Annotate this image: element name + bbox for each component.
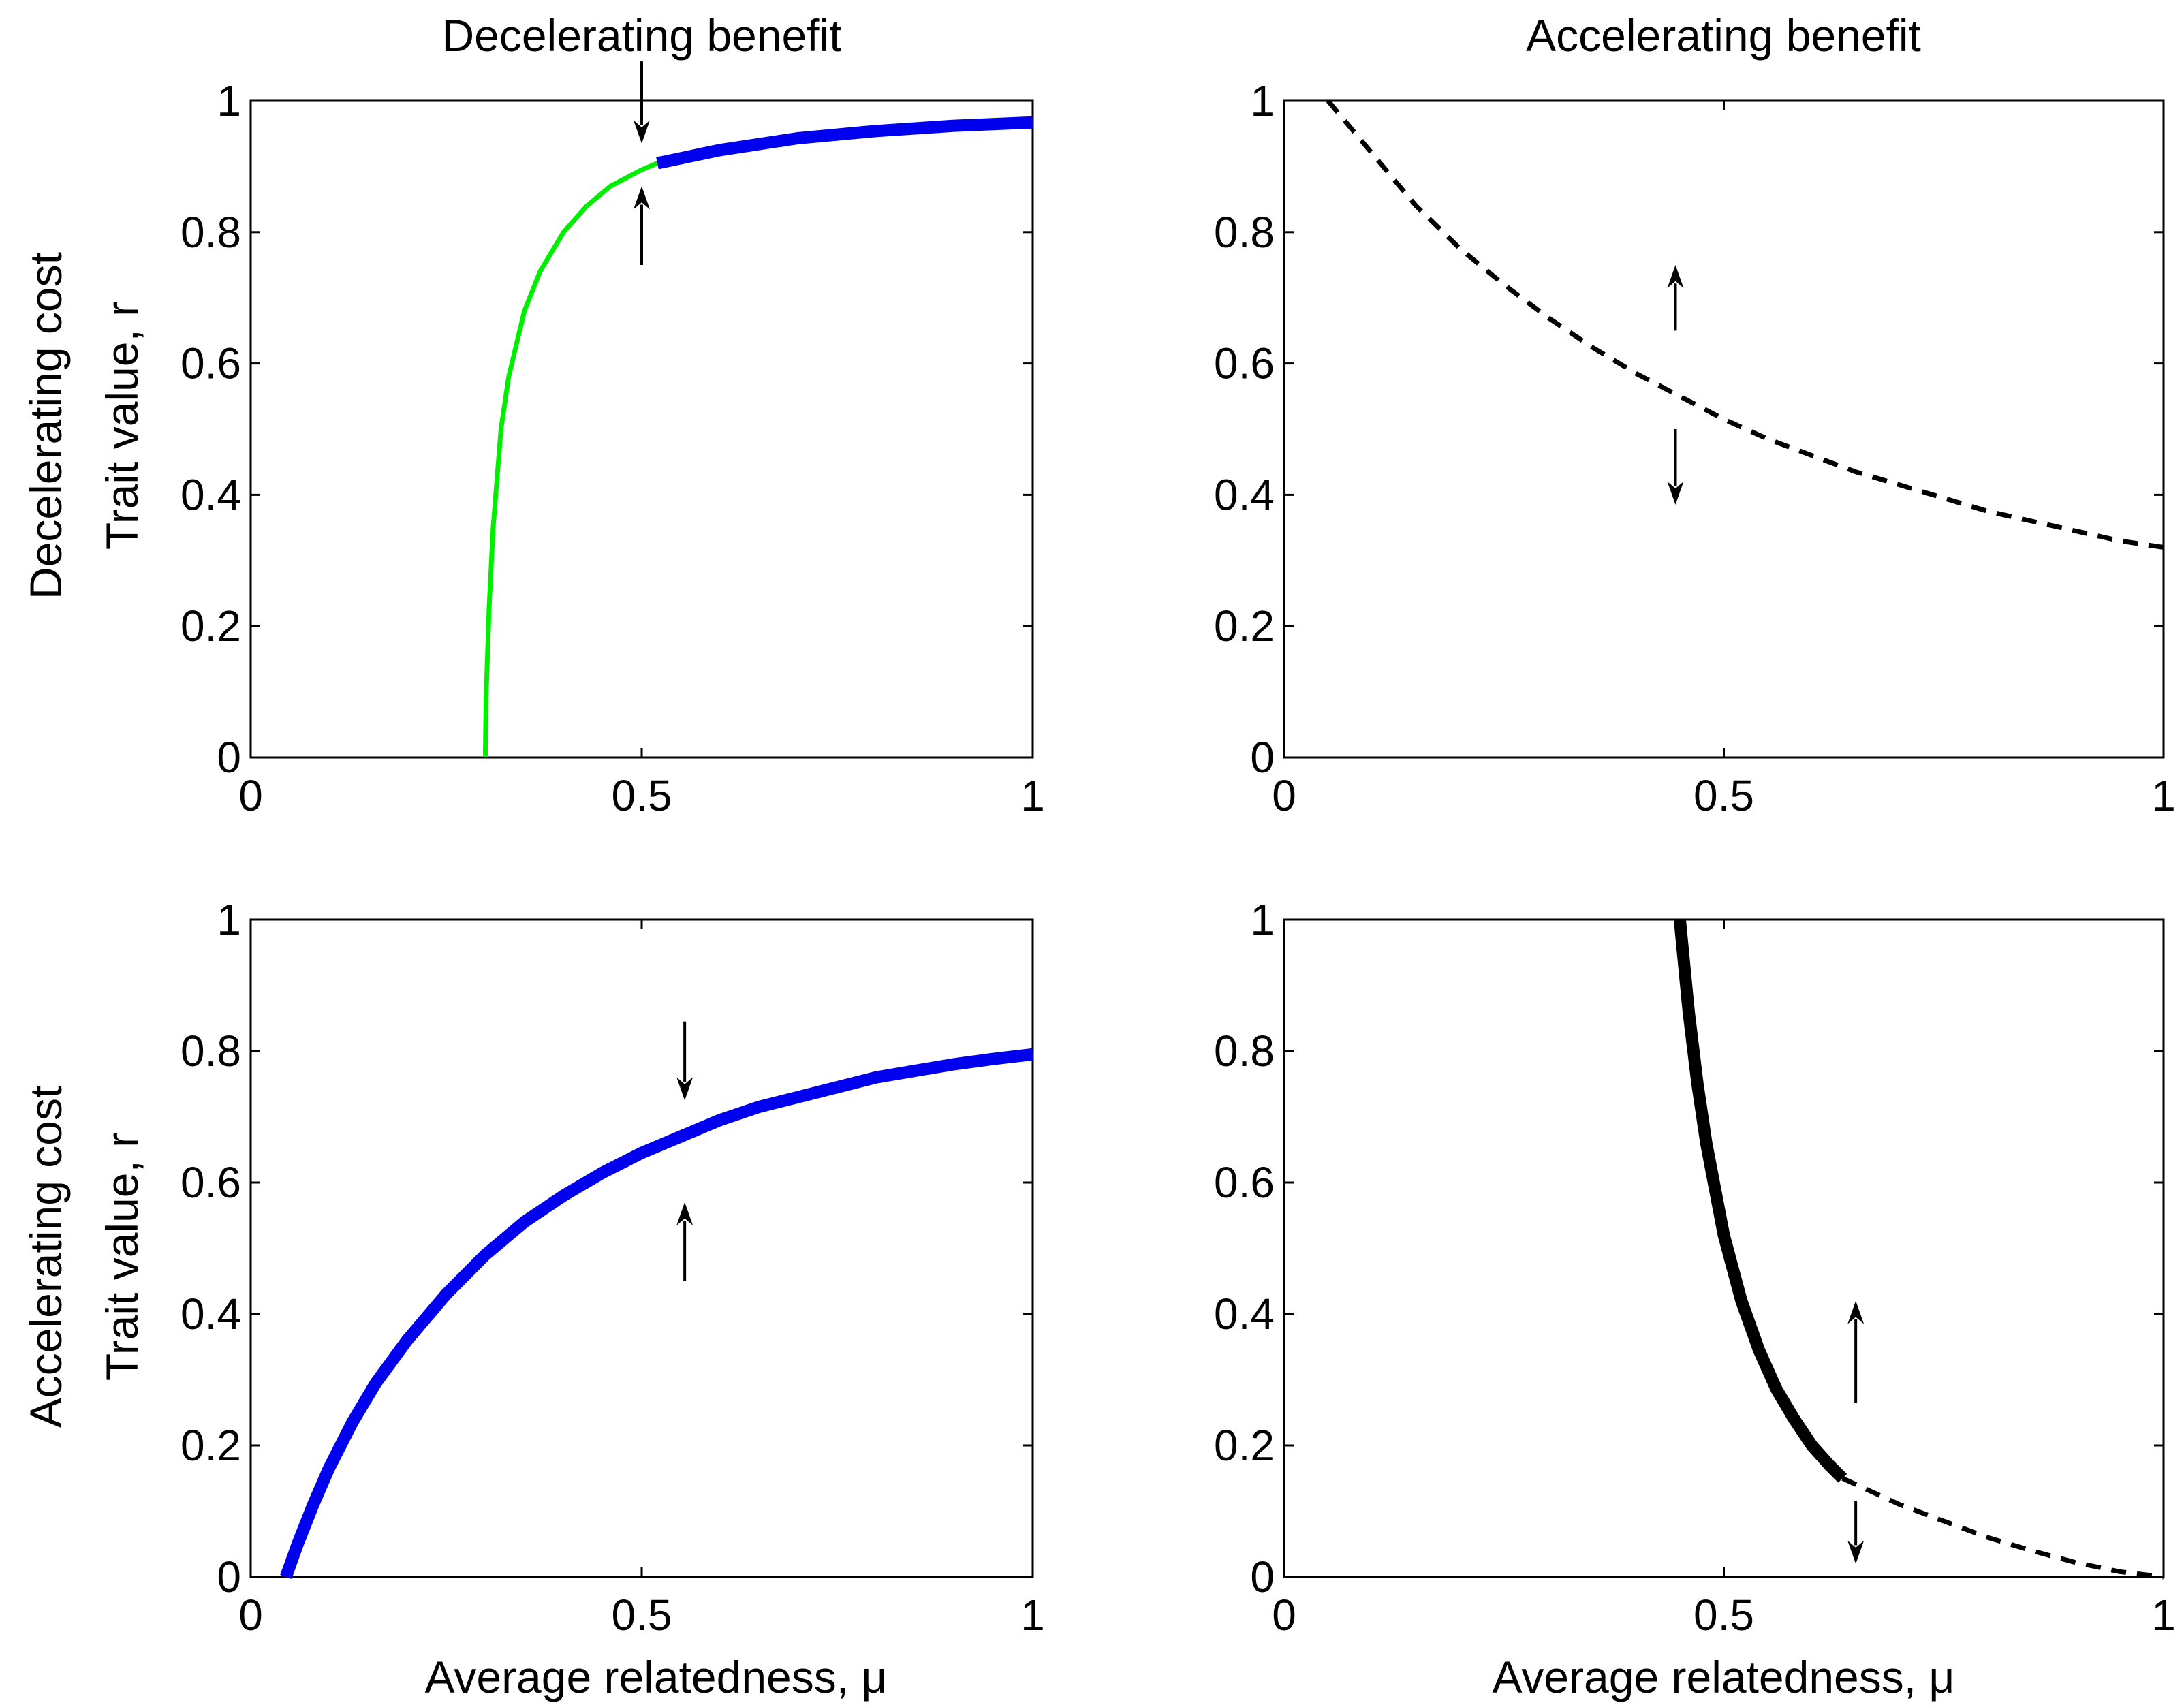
- y-tick-label: 1: [217, 895, 241, 944]
- stability-arrow: [1667, 429, 1684, 505]
- y-tick-label: 1: [217, 76, 241, 125]
- y-tick-label: 0.8: [181, 1027, 241, 1076]
- x-tick-label: 1: [2151, 1591, 2176, 1640]
- y-tick-label: 0: [1250, 733, 1275, 782]
- stability-arrow: [676, 1021, 693, 1101]
- y-tick-label: 1: [1250, 895, 1275, 944]
- y-tick-label: 0.8: [1214, 1027, 1275, 1076]
- plot-frame: [249, 918, 1034, 1578]
- xlabel-bottom-right: Average relatedness, μ: [1493, 1652, 1955, 1702]
- plot-frame: [1283, 99, 2165, 759]
- y-tick-label: 0.2: [1214, 601, 1275, 651]
- series-line-thin-solid: [482, 161, 659, 758]
- y-tick-label: 0.4: [181, 470, 241, 519]
- y-tick-label: 0: [217, 733, 241, 782]
- series-line-thick-solid: [1673, 919, 1847, 1483]
- x-tick-label: 0.5: [1694, 771, 1754, 820]
- series-line-thick-solid: [280, 1048, 1034, 1580]
- arrow-head: [676, 1202, 693, 1225]
- x-tick-label: 0: [1272, 771, 1296, 820]
- y-tick-label: 0.6: [1214, 1158, 1275, 1207]
- y-tick-label: 0: [217, 1552, 241, 1601]
- ylabel-bottom-left: Trait value, r: [97, 1133, 147, 1381]
- y-tick-label: 0.6: [1214, 339, 1275, 388]
- x-tick-label: 1: [1020, 771, 1045, 820]
- stability-arrow: [676, 1202, 693, 1281]
- y-tick-label: 0: [1250, 1552, 1275, 1601]
- arrow-head: [634, 186, 650, 210]
- y-tick-label: 0.2: [181, 601, 241, 651]
- arrow-head: [634, 120, 650, 144]
- y-tick-label: 0.8: [181, 208, 241, 257]
- y-tick-label: 0.2: [181, 1421, 241, 1470]
- row-label-accelerating-cost: Accelerating cost: [20, 1086, 71, 1428]
- y-tick-label: 1: [1250, 76, 1275, 125]
- stability-arrow: [1847, 1300, 1865, 1403]
- x-tick-label: 0.5: [612, 1591, 672, 1640]
- stability-arrow: [634, 186, 650, 265]
- y-tick-label: 0.2: [1214, 1421, 1275, 1470]
- x-tick-label: 0: [1272, 1591, 1296, 1640]
- x-tick-label: 0: [238, 1591, 263, 1640]
- stability-arrow: [1667, 265, 1684, 331]
- y-tick-label: 0.6: [181, 339, 241, 388]
- y-tick-label: 0.6: [181, 1158, 241, 1207]
- x-tick-label: 0.5: [1694, 1591, 1754, 1640]
- arrow-head: [1847, 1540, 1865, 1564]
- arrow-head: [676, 1077, 693, 1101]
- row-label-decelerating-cost: Decelerating cost: [20, 252, 71, 599]
- x-tick-label: 1: [1020, 1591, 1045, 1640]
- y-tick-label: 0.8: [1214, 208, 1275, 257]
- y-tick-label: 0.4: [1214, 1289, 1275, 1338]
- series-line-dashed: [1326, 99, 2164, 550]
- arrow-head: [1667, 265, 1684, 288]
- stability-arrow: [634, 61, 650, 144]
- column-title-accelerating-benefit: Accelerating benefit: [1526, 10, 1921, 61]
- panel-accelerating-cost-accelerating-benefit: 0 0.5 1 0 0.2 0.4 0.6 0.8 1: [1214, 895, 2176, 1640]
- column-title-decelerating-benefit: Decelerating benefit: [441, 10, 841, 61]
- panel-decelerating-cost-accelerating-benefit: 0 0.5 1 0 0.2 0.4 0.6 0.8 1: [1214, 76, 2176, 820]
- xlabel-bottom-left: Average relatedness, μ: [425, 1652, 888, 1702]
- x-tick-label: 0: [238, 771, 263, 820]
- series-line-thick-solid: [656, 116, 1033, 170]
- ylabel-top-left: Trait value, r: [97, 302, 147, 550]
- stability-arrow: [1847, 1501, 1865, 1564]
- panel-accelerating-cost-decelerating-benefit: 0 0.5 1 0 0.2 0.4 0.6 0.8 1: [181, 895, 1045, 1640]
- x-tick-label: 0.5: [612, 771, 672, 820]
- y-tick-label: 0.4: [181, 1289, 241, 1338]
- arrow-head: [1847, 1300, 1865, 1324]
- y-tick-label: 0.4: [1214, 470, 1275, 519]
- arrow-head: [1667, 481, 1684, 505]
- panel-decelerating-cost-decelerating-benefit: 0 0.5 1 0 0.2 0.4 0.6 0.8 1: [181, 61, 1045, 820]
- series-line-dashed: [1841, 1476, 2164, 1580]
- x-tick-label: 1: [2151, 771, 2176, 820]
